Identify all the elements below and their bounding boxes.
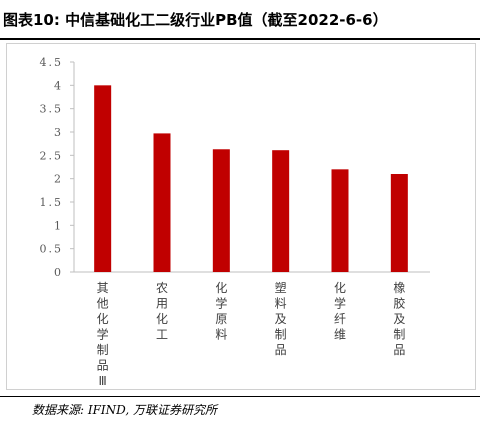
y-tick-label: 0 bbox=[54, 266, 63, 279]
source-note: 数据来源: IFIND, 万联证券研究所 bbox=[32, 403, 217, 417]
y-tick-label: 3.5 bbox=[40, 103, 64, 116]
bar bbox=[272, 150, 290, 272]
x-category-label: 塑料及制品 bbox=[275, 280, 287, 357]
title-divider bbox=[0, 38, 480, 40]
x-category-label: 化学原料 bbox=[215, 281, 227, 342]
x-category-label: 农用化工 bbox=[156, 281, 168, 342]
y-tick-label: 3 bbox=[54, 126, 63, 139]
x-category-label: 化学纤维 bbox=[334, 281, 346, 342]
y-tick-label: 2.5 bbox=[40, 149, 64, 162]
chart-frame bbox=[6, 43, 476, 390]
bar bbox=[390, 174, 408, 272]
x-category-label: 其他化学制品 Ⅲ bbox=[97, 281, 109, 388]
bar bbox=[153, 133, 171, 272]
y-tick-label: 4.5 bbox=[40, 56, 64, 69]
y-tick-label: 1.5 bbox=[40, 196, 64, 209]
y-tick-label: 1 bbox=[54, 219, 63, 232]
footer-divider bbox=[0, 396, 480, 397]
x-category-label: 橡胶及制品 bbox=[393, 281, 405, 357]
title-bar: 图表10: 中信基础化工二级行业PB值（截至2022-6-6） bbox=[0, 0, 480, 40]
y-tick-label: 0.5 bbox=[40, 243, 64, 256]
bar bbox=[331, 169, 349, 272]
bar bbox=[212, 149, 230, 272]
y-tick-label: 2 bbox=[54, 173, 63, 186]
page-title: 图表10: 中信基础化工二级行业PB值（截至2022-6-6） bbox=[3, 11, 388, 29]
y-tick-label: 4 bbox=[54, 79, 63, 92]
bar bbox=[94, 85, 112, 272]
